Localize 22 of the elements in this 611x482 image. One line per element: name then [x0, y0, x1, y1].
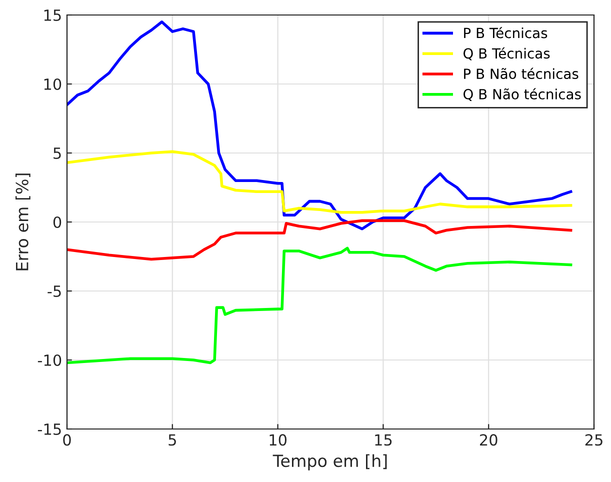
- y-tick-label: -5: [48, 286, 61, 298]
- line-series: [67, 246, 572, 364]
- x-tick-label: 15: [375, 434, 392, 446]
- y-tick-label: 10: [44, 78, 62, 90]
- y-tick-label: 0: [53, 216, 62, 228]
- x-axis-title: Tempo em [h]: [272, 454, 387, 470]
- y-axis-title: Erro em [%]: [16, 174, 30, 270]
- y-tick-label: 5: [54, 148, 61, 160]
- x-tick-label: 0: [63, 434, 71, 446]
- y-tick-label: 15: [44, 10, 61, 22]
- legend-label: Q B Técnicas: [464, 47, 550, 60]
- x-tick-label: 10: [270, 434, 287, 446]
- x-tick-label: 5: [168, 434, 176, 446]
- y-tick-label: -15: [38, 424, 61, 436]
- y-tick-label: -10: [38, 354, 62, 366]
- line-series: [67, 150, 572, 214]
- x-tick-label: 25: [585, 434, 602, 446]
- legend-label: Q B Não técnicas: [464, 88, 581, 102]
- x-tick-label: 20: [480, 434, 498, 446]
- legend-label: P B Não técnicas: [464, 68, 578, 80]
- legend-label: P B Técnicas: [464, 26, 548, 38]
- line-series: [67, 219, 572, 261]
